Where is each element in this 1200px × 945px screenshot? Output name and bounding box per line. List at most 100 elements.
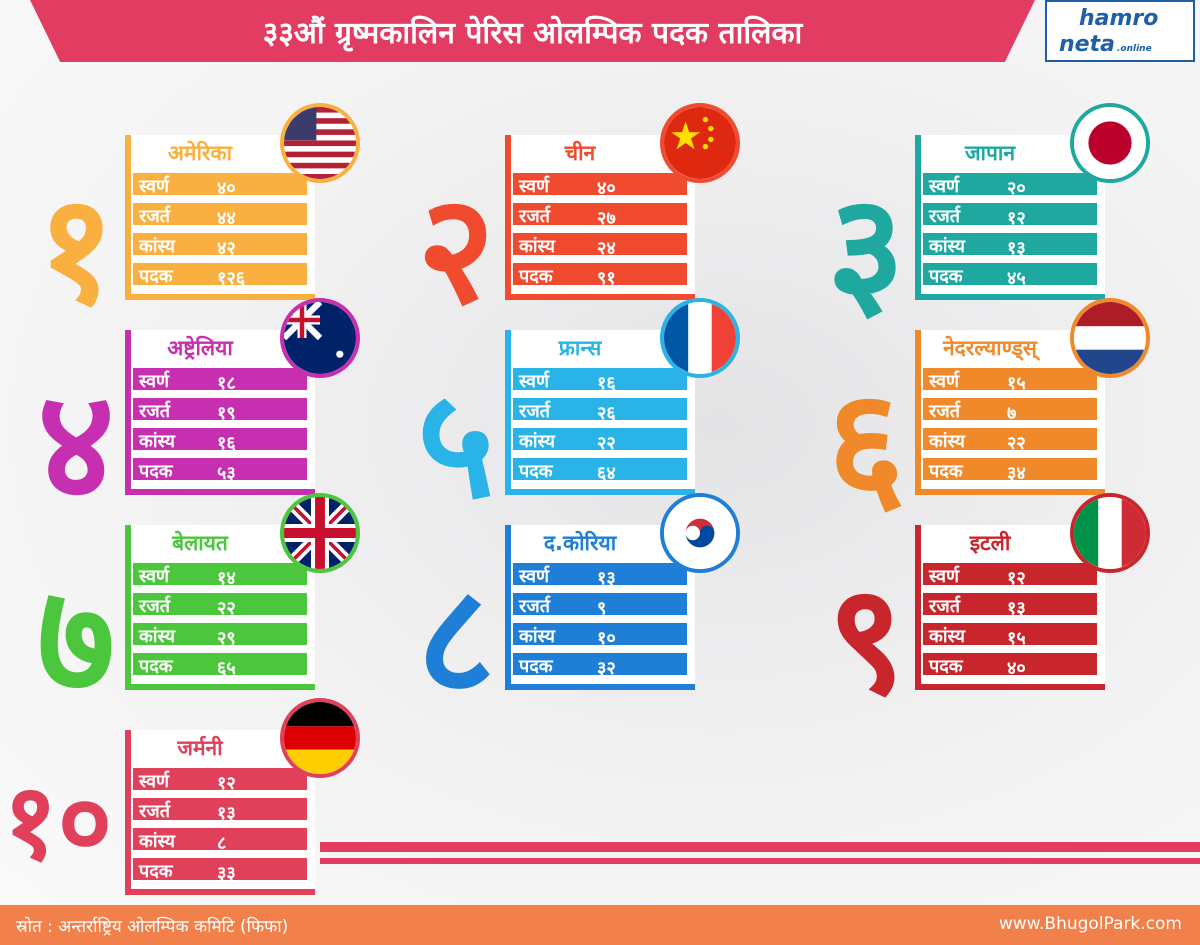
medal-count: १३: [1007, 598, 1026, 619]
country-card: बेलायत स्वर्ण १४ रजर्त २२ कांस्य २९ पदक ६५: [125, 525, 315, 690]
rank-number: ३: [827, 163, 906, 337]
medal-row: स्वर्ण १६: [511, 366, 689, 394]
stripe: [320, 842, 1200, 852]
medal-row: कांस्य १६: [131, 426, 309, 454]
medal-label: रजर्त: [139, 401, 170, 422]
medal-count: २७: [597, 208, 616, 229]
country-card: नेदरल्याण्ड्स् स्वर्ण १५ रजर्त ७ कांस्य २२ पदक ३…: [915, 330, 1105, 495]
medal-label: रजर्त: [929, 596, 960, 617]
medal-count: २२: [217, 598, 236, 619]
flag: [660, 298, 740, 378]
medal-row: कांस्य १०: [511, 621, 689, 649]
flag-art: [284, 107, 356, 179]
medal-label: स्वर्ण: [929, 176, 960, 197]
website: www.BhugolPark.com: [998, 914, 1182, 934]
medal-row: पदक ३३: [131, 856, 309, 884]
medal-label: स्वर्ण: [519, 371, 550, 392]
medal-row: कांस्य १५: [921, 621, 1099, 649]
flag: [280, 698, 360, 778]
medal-count: २०: [1007, 178, 1026, 199]
rank-number: ४: [37, 358, 116, 532]
medal-count: २२: [1007, 433, 1026, 454]
country-card: द.कोरिया स्वर्ण १३ रजर्त ९ कांस्य १० पदक ३२: [505, 525, 695, 690]
flag: [1070, 298, 1150, 378]
medal-count: ३३: [217, 863, 236, 884]
medal-label: स्वर्ण: [139, 771, 170, 792]
medal-count: १३: [217, 803, 236, 824]
medal-count: १६: [217, 433, 236, 454]
medal-row: स्वर्ण १५: [921, 366, 1099, 394]
flag-art: [664, 302, 736, 374]
medal-row: रजर्त १३: [131, 796, 309, 824]
rank-number: १०: [3, 761, 113, 883]
medal-row: रजर्त ४४: [131, 201, 309, 229]
medal-count: १२: [1007, 208, 1026, 229]
medal-label: पदक: [139, 266, 173, 287]
medal-count: ४५: [1007, 268, 1026, 289]
medal-row: पदक ६४: [511, 456, 689, 484]
medal-count: ७: [1007, 403, 1017, 424]
medal-label: रजर्त: [139, 596, 170, 617]
medal-count: १२६: [217, 268, 246, 289]
medal-row: कांस्य २४: [511, 231, 689, 259]
medal-row: रजर्त २२: [131, 591, 309, 619]
medal-row: स्वर्ण ४०: [511, 171, 689, 199]
medal-count: ९१: [597, 268, 616, 289]
flag: [660, 103, 740, 183]
flag: [660, 493, 740, 573]
medal-row: रजर्त १३: [921, 591, 1099, 619]
rank-number: ६: [827, 358, 906, 532]
medal-label: स्वर्ण: [929, 566, 960, 587]
rank-number: १: [37, 163, 116, 337]
medal-label: पदक: [139, 656, 173, 677]
medal-label: कांस्य: [929, 236, 965, 257]
country-card: अमेरिका स्वर्ण ४० रजर्त ४४ कांस्य ४२ पदक १२६: [125, 135, 315, 300]
title-banner: ३३औं ग्रृष्मकालिन पेरिस ओलम्पिक पदक तालि…: [30, 0, 1035, 62]
medal-label: पदक: [929, 266, 963, 287]
medal-label: पदक: [139, 861, 173, 882]
medal-label: कांस्य: [929, 431, 965, 452]
medal-label: पदक: [929, 461, 963, 482]
country-card: जर्मनी स्वर्ण १२ रजर्त १३ कांस्य ८ पदक ३३: [125, 730, 315, 895]
medal-label: कांस्य: [929, 626, 965, 647]
medal-count: ४२: [217, 238, 236, 259]
medal-row: कांस्य २२: [511, 426, 689, 454]
medal-count: ३२: [597, 658, 616, 679]
medal-row: स्वर्ण २०: [921, 171, 1099, 199]
country-name: इटली: [969, 531, 1011, 555]
medal-label: रजर्त: [519, 206, 550, 227]
title: ३३औं ग्रृष्मकालिन पेरिस ओलम्पिक पदक तालि…: [262, 15, 803, 51]
medal-count: ८: [217, 833, 227, 854]
medal-label: कांस्य: [139, 431, 175, 452]
medal-count: १३: [597, 568, 616, 589]
rank-number: ८: [417, 553, 496, 727]
medal-row: कांस्य ८: [131, 826, 309, 854]
medal-row: स्वर्ण १४: [131, 561, 309, 589]
medal-row: पदक ३२: [511, 651, 689, 679]
medal-label: स्वर्ण: [519, 176, 550, 197]
flag-art: [1074, 107, 1146, 179]
footer: स्रोत : अन्तर्राष्ट्रिय ओलम्पिक कमिटि (फ…: [0, 905, 1200, 945]
source: स्रोत : अन्तर्राष्ट्रिय ओलम्पिक कमिटि (फ…: [16, 917, 289, 937]
medal-count: १६: [597, 373, 616, 394]
medal-count: २२: [597, 433, 616, 454]
medal-count: ५३: [217, 463, 236, 484]
logo-line2: neta: [1059, 32, 1115, 57]
medal-count: २६: [597, 403, 616, 424]
flag-art: [664, 497, 736, 569]
medal-count: १२: [1007, 568, 1026, 589]
medal-row: पदक ९१: [511, 261, 689, 289]
medal-label: कांस्य: [139, 626, 175, 647]
flag-art: [664, 107, 736, 179]
medal-row: रजर्त १२: [921, 201, 1099, 229]
country-card: जापान स्वर्ण २० रजर्त १२ कांस्य १३ पदक ४५: [915, 135, 1105, 300]
medal-row: पदक ३४: [921, 456, 1099, 484]
medal-count: १८: [217, 373, 236, 394]
medal-row: रजर्त १९: [131, 396, 309, 424]
country-name: अष्ट्रेलिया: [167, 336, 233, 360]
flag: [1070, 493, 1150, 573]
country-name: अमेरिका: [167, 141, 233, 165]
country-card: फ्रान्स स्वर्ण १६ रजर्त २६ कांस्य २२ पदक ६४: [505, 330, 695, 495]
medal-row: रजर्त ७: [921, 396, 1099, 424]
medal-count: ४४: [217, 208, 236, 229]
